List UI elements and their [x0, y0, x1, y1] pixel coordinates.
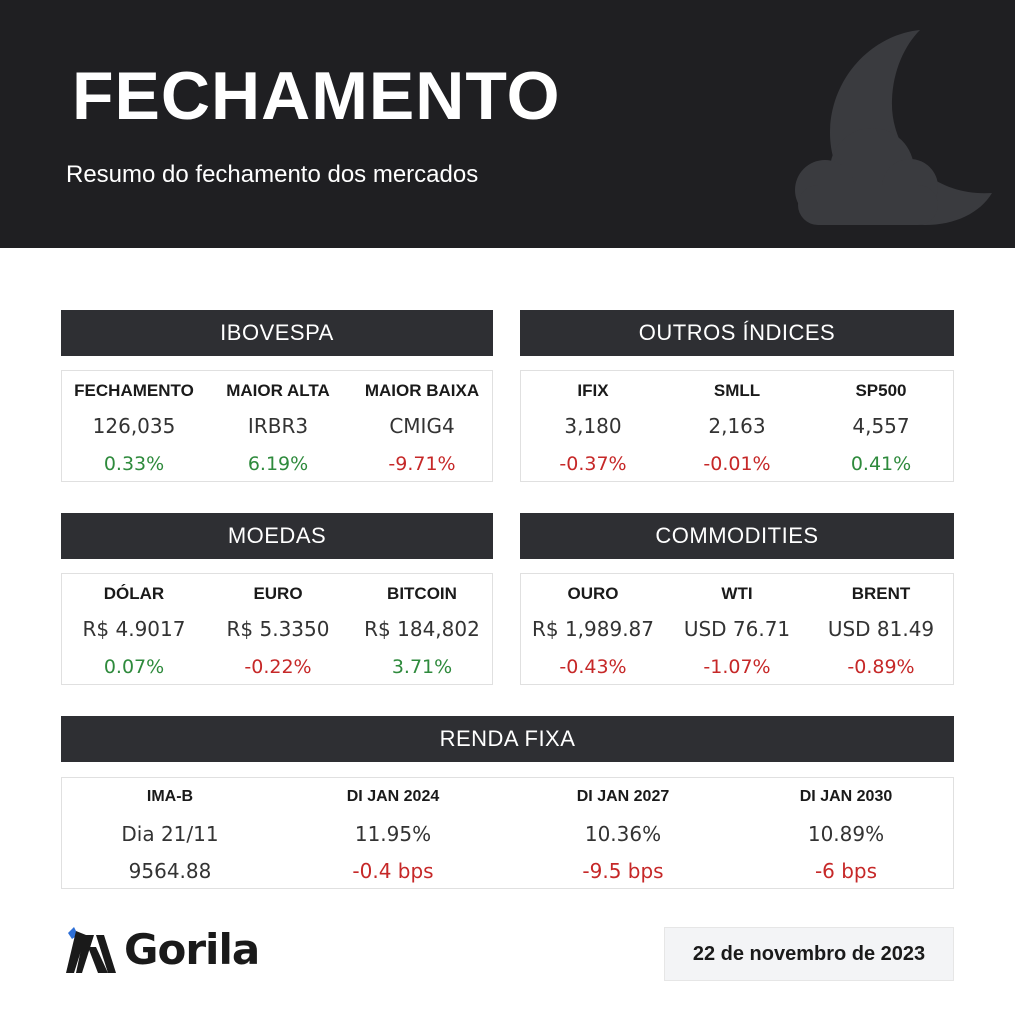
- item-label: EURO: [253, 584, 303, 603]
- item-value: 4,557: [852, 414, 910, 438]
- header-banner: FECHAMENTO Resumo do fechamento dos merc…: [0, 0, 1015, 248]
- moedas-panel: DÓLAR R$ 4.9017 0.07% EURO R$ 5.3350 -0.…: [61, 573, 493, 685]
- page-subtitle: Resumo do fechamento dos mercados: [66, 161, 479, 188]
- item-value: USD 81.49: [827, 617, 935, 641]
- item-value: R$ 1,989.87: [531, 617, 655, 641]
- item-value: 10.36%: [584, 822, 662, 846]
- item-label: BITCOIN: [387, 584, 457, 603]
- item-value: CMIG4: [389, 414, 455, 438]
- outros-item: IFIX 3,180 -0.37%: [521, 371, 665, 481]
- section-renda-fixa-title: RENDA FIXA: [61, 716, 954, 762]
- item-value: 10.89%: [807, 822, 885, 846]
- logo-text: Gorila: [124, 925, 260, 974]
- item-label: BRENT: [851, 584, 911, 603]
- item-value: R$ 4.9017: [82, 617, 186, 641]
- item-change: 6.19%: [247, 453, 309, 475]
- report-date: 22 de novembro de 2023: [664, 927, 954, 981]
- item-change: -0.89%: [847, 656, 915, 678]
- moedas-item: DÓLAR R$ 4.9017 0.07%: [62, 574, 206, 684]
- item-change: 0.33%: [103, 453, 165, 475]
- item-change: -0.4 bps: [352, 859, 434, 883]
- outros-panel: IFIX 3,180 -0.37% SMLL 2,163 -0.01% SP50…: [520, 370, 954, 482]
- item-value: 11.95%: [354, 822, 432, 846]
- item-change: 0.41%: [850, 453, 912, 475]
- gorila-logo-icon: [66, 927, 116, 973]
- renda-fixa-item: DI JAN 2027 10.36% -9.5 bps: [508, 778, 738, 888]
- item-label: DI JAN 2030: [799, 788, 893, 805]
- item-label: OURO: [567, 584, 619, 603]
- renda-fixa-item: IMA-B Dia 21/11 9564.88: [62, 778, 278, 888]
- item-change: -0.43%: [559, 656, 627, 678]
- item-value: 2,163: [708, 414, 766, 438]
- item-change: -6 bps: [814, 859, 878, 883]
- item-value: IRBR3: [247, 414, 309, 438]
- item-change: 3.71%: [391, 656, 453, 678]
- item-change: -9.5 bps: [582, 859, 664, 883]
- ibovespa-item: MAIOR BAIXA CMIG4 -9.71%: [350, 371, 494, 481]
- item-label: WTI: [721, 584, 753, 603]
- outros-item: SP500 4,557 0.41%: [809, 371, 953, 481]
- item-value: Dia 21/11: [121, 822, 219, 846]
- item-change: 9564.88: [128, 859, 212, 883]
- item-value: USD 76.71: [683, 617, 791, 641]
- commodities-item: OURO R$ 1,989.87 -0.43%: [521, 574, 665, 684]
- item-value: R$ 5.3350: [226, 617, 330, 641]
- item-change: -0.01%: [703, 453, 771, 475]
- item-label: IFIX: [577, 381, 609, 400]
- item-change: -0.37%: [559, 453, 627, 475]
- gorila-logo: Gorila: [64, 925, 264, 977]
- renda-fixa-item: DI JAN 2030 10.89% -6 bps: [738, 778, 954, 888]
- section-ibovespa-title: IBOVESPA: [61, 310, 493, 356]
- item-change: 0.07%: [103, 656, 165, 678]
- ibovespa-item: FECHAMENTO 126,035 0.33%: [62, 371, 206, 481]
- item-change: -1.07%: [703, 656, 771, 678]
- outros-item: SMLL 2,163 -0.01%: [665, 371, 809, 481]
- item-value: R$ 184,802: [364, 617, 480, 641]
- section-moedas-title: MOEDAS: [61, 513, 493, 559]
- item-label: SP500: [855, 381, 907, 400]
- moedas-item: EURO R$ 5.3350 -0.22%: [206, 574, 350, 684]
- ibovespa-item: MAIOR ALTA IRBR3 6.19%: [206, 371, 350, 481]
- commodities-item: BRENT USD 81.49 -0.89%: [809, 574, 953, 684]
- moon-cloud-icon: [795, 30, 992, 225]
- moedas-item: BITCOIN R$ 184,802 3.71%: [350, 574, 494, 684]
- page-title: FECHAMENTO: [72, 58, 561, 134]
- item-value: 126,035: [92, 414, 176, 438]
- item-value: 3,180: [564, 414, 622, 438]
- item-label: MAIOR BAIXA: [364, 381, 480, 400]
- item-label: FECHAMENTO: [74, 381, 194, 400]
- item-label: DI JAN 2027: [576, 788, 670, 805]
- commodities-panel: OURO R$ 1,989.87 -0.43% WTI USD 76.71 -1…: [520, 573, 954, 685]
- item-change: -0.22%: [244, 656, 312, 678]
- item-label: SMLL: [713, 381, 761, 400]
- item-change: -9.71%: [388, 453, 456, 475]
- ibovespa-panel: FECHAMENTO 126,035 0.33% MAIOR ALTA IRBR…: [61, 370, 493, 482]
- item-label: IMA-B: [146, 788, 194, 805]
- renda-fixa-panel: IMA-B Dia 21/11 9564.88 DI JAN 2024 11.9…: [61, 777, 954, 889]
- item-label: DI JAN 2024: [346, 788, 440, 805]
- section-outros-title: OUTROS ÍNDICES: [520, 310, 954, 356]
- item-label: MAIOR ALTA: [226, 381, 330, 400]
- section-commodities-title: COMMODITIES: [520, 513, 954, 559]
- item-label: DÓLAR: [103, 584, 165, 603]
- renda-fixa-item: DI JAN 2024 11.95% -0.4 bps: [278, 778, 508, 888]
- commodities-item: WTI USD 76.71 -1.07%: [665, 574, 809, 684]
